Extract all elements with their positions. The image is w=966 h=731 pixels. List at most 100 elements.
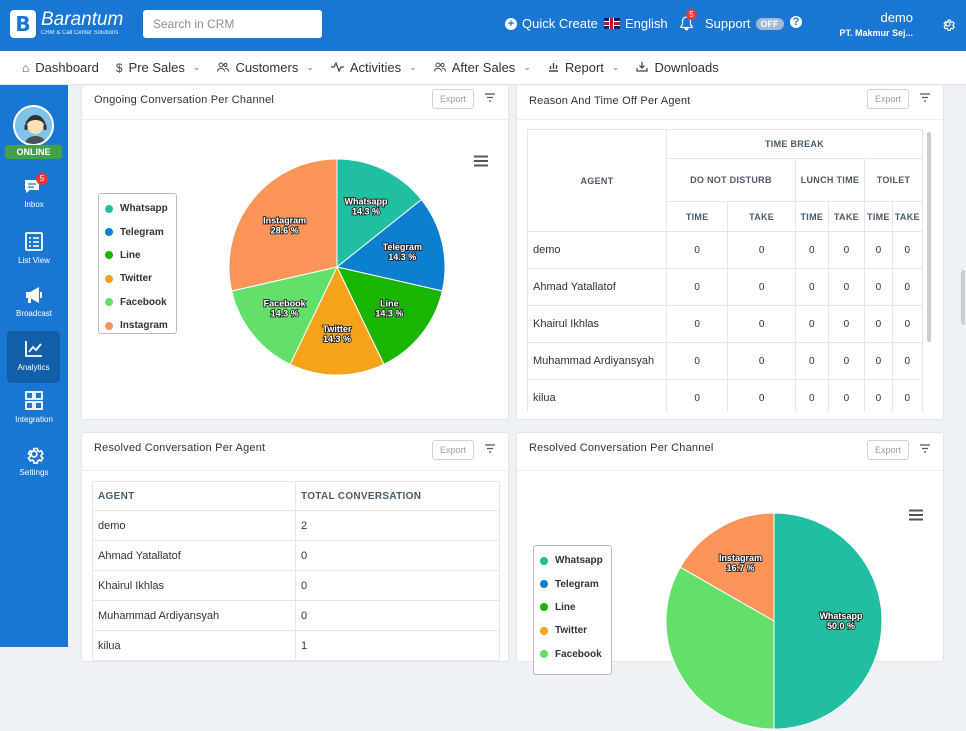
table-row: Ahmad Yatallatof 0 <box>92 540 500 571</box>
legend-item[interactable]: Line <box>105 244 170 267</box>
filter-icon[interactable] <box>485 93 495 105</box>
help-button[interactable]: ? <box>790 16 802 28</box>
support-toggle[interactable]: Support OFF <box>705 16 784 31</box>
sub-header: TAKE <box>727 201 796 232</box>
legend-item[interactable]: Telegram <box>105 220 170 243</box>
nav-after-sales[interactable]: After Sales ⌄ <box>433 60 531 75</box>
nav-dashboard[interactable]: ⌂ Dashboard <box>22 60 99 75</box>
total-conversation-header: TOTAL CONVERSATION <box>295 481 500 511</box>
sidebar-label: Analytics <box>17 363 50 372</box>
pie-data-label: 28.6 % <box>271 225 299 235</box>
legend-item[interactable]: Facebook <box>105 291 170 314</box>
filter-icon[interactable] <box>485 444 495 456</box>
sidebar-item-inbox[interactable]: 5 Inbox <box>0 173 68 209</box>
table-scrollbar[interactable] <box>927 132 931 342</box>
legend-item[interactable]: Whatsapp <box>540 549 605 572</box>
pie-slice-line[interactable] <box>336 266 443 365</box>
export-button[interactable]: Export <box>432 440 474 460</box>
sidebar-item-broadcast[interactable]: Broadcast <box>0 285 68 318</box>
sidebar-label: List View <box>18 256 50 265</box>
nav-report[interactable]: Report ⌄ <box>548 60 619 75</box>
pie-data-label: Facebook <box>264 299 307 309</box>
sidebar-item-analytics[interactable]: Analytics <box>7 331 60 383</box>
card-title: Ongoing Conversation Per Channel <box>94 94 275 106</box>
activity-icon <box>330 61 344 75</box>
nav-downloads[interactable]: Downloads <box>636 60 719 75</box>
sidebar-item-list-view[interactable]: List View <box>0 232 68 265</box>
legend-label: Twitter <box>120 273 153 285</box>
time-value: 0 <box>794 305 829 343</box>
time-value: 0 <box>727 342 796 380</box>
megaphone-icon <box>23 285 45 305</box>
legend-swatch <box>105 228 113 237</box>
agent-name: Muhammad Ardiyansyah <box>92 600 296 631</box>
legend-label: Facebook <box>555 648 602 660</box>
reason-table-wrap: AGENT TIME BREAK DO NOT DISTURB LUNCH TI… <box>527 129 923 412</box>
top-bar: B Barantum CRM & Call Center Solutions +… <box>0 0 966 51</box>
agent-name: Muhammad Ardiyansyah <box>527 342 667 380</box>
export-button[interactable]: Export <box>867 440 909 460</box>
nav-customers[interactable]: Customers ⌄ <box>217 60 314 75</box>
pie-slice-instagram[interactable] <box>228 158 338 292</box>
users-icon <box>217 61 230 75</box>
time-value: 0 <box>891 342 923 380</box>
legend-item[interactable]: Facebook <box>540 643 605 666</box>
filter-icon[interactable] <box>920 93 930 105</box>
legend-label: Twitter <box>555 625 588 637</box>
pie-slice-facebook[interactable] <box>231 266 338 365</box>
user-menu[interactable]: demo PT. Makmur Sej... <box>839 10 913 38</box>
gear-icon[interactable] <box>941 17 955 34</box>
filter-icon[interactable] <box>920 444 930 456</box>
pie-slice-whatsapp[interactable] <box>336 158 423 269</box>
pie-slice-telegram[interactable] <box>335 198 446 292</box>
sidebar-label: Inbox <box>24 200 44 209</box>
brand-tagline: CRM & Call Center Solutions <box>41 30 119 36</box>
pie-data-label: 50.0 % <box>827 621 855 631</box>
notification-button[interactable]: 5 <box>680 9 697 34</box>
chevron-down-icon: ⌄ <box>523 62 531 72</box>
pie-slice-instagram[interactable] <box>679 512 775 622</box>
legend-item[interactable]: Instagram <box>105 314 170 337</box>
online-status-badge[interactable]: ONLINE <box>5 145 62 159</box>
time-value: 0 <box>727 231 796 269</box>
search-input[interactable] <box>143 10 322 38</box>
ongoing-conversation-card: Ongoing Conversation Per Channel Export … <box>81 86 509 420</box>
sidebar-label: Broadcast <box>15 309 53 318</box>
user-name: demo <box>880 10 913 25</box>
pie-data-label: Twitter <box>323 324 352 334</box>
support-label: Support <box>705 16 751 31</box>
agent-header: AGENT <box>92 481 296 511</box>
nav-pre-sales[interactable]: $ Pre Sales ⌄ <box>116 60 201 75</box>
page-scrollbar[interactable] <box>961 270 965 325</box>
home-icon: ⌂ <box>22 60 30 75</box>
time-value: 0 <box>864 268 893 306</box>
support-toggle-switch[interactable]: OFF <box>755 17 784 30</box>
sub-header: TIME <box>864 201 893 232</box>
time-value: 0 <box>727 268 796 306</box>
legend-item[interactable]: Telegram <box>540 572 605 595</box>
agent-name: demo <box>527 231 667 269</box>
brand-logo[interactable]: B Barantum CRM & Call Center Solutions <box>10 10 123 38</box>
export-button[interactable]: Export <box>867 89 909 109</box>
sidebar-item-integration[interactable]: Integration <box>0 391 68 424</box>
pie-slice-twitter[interactable] <box>289 265 385 376</box>
legend-item[interactable]: Whatsapp <box>105 197 170 220</box>
chart-menu-icon[interactable] <box>909 508 923 525</box>
nav-activities[interactable]: Activities ⌄ <box>330 60 417 75</box>
sidebar-item-settings[interactable]: Settings <box>0 444 68 477</box>
legend-item[interactable]: Twitter <box>540 619 605 642</box>
legend-item[interactable]: Line <box>540 596 605 619</box>
export-button[interactable]: Export <box>432 89 474 109</box>
quick-create-button[interactable]: + Quick Create <box>505 16 598 31</box>
time-value: 0 <box>727 379 796 412</box>
card-title: Resolved Conversation Per Channel <box>529 442 714 454</box>
sub-header: TAKE <box>891 201 923 232</box>
legend-swatch <box>540 650 548 659</box>
legend-item[interactable]: Twitter <box>105 267 170 290</box>
language-selector[interactable]: English <box>604 16 668 31</box>
chart-menu-icon[interactable] <box>474 154 488 171</box>
total-conversation-value: 2 <box>295 510 500 541</box>
agent-avatar[interactable] <box>13 105 54 146</box>
total-conversation-value: 0 <box>295 540 500 571</box>
time-value: 0 <box>891 231 923 269</box>
